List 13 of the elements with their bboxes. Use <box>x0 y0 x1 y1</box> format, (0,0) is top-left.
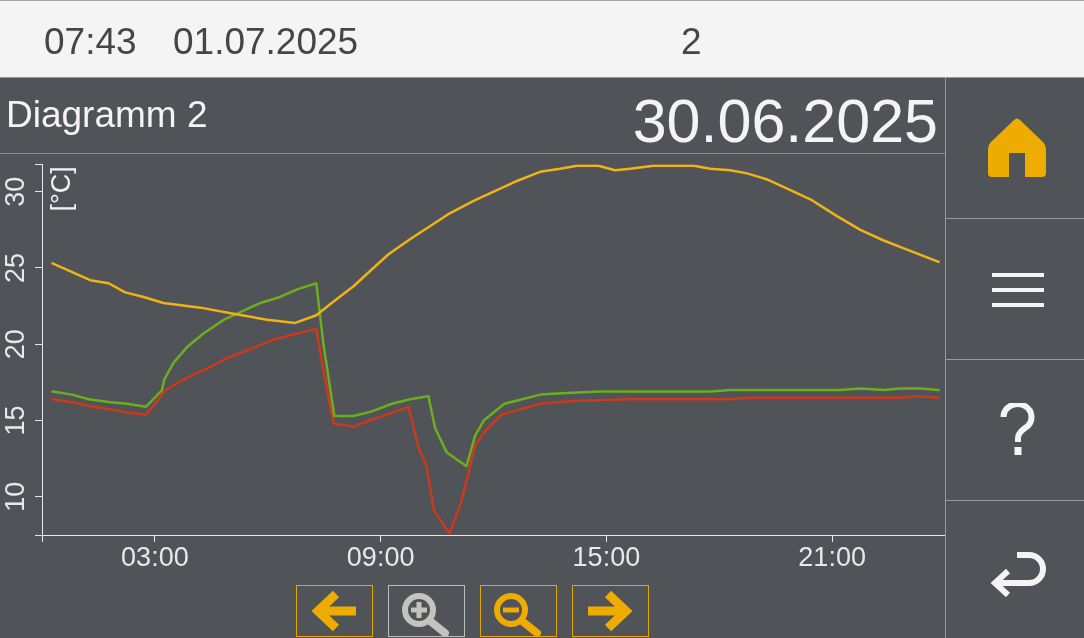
x-tick-label: 09:00 <box>346 541 415 572</box>
y-axis-title: [°C] <box>46 166 77 212</box>
y-tick-label: 15 <box>0 405 31 436</box>
chart-title: Diagramm 2 <box>6 94 208 135</box>
y-tick-label: 20 <box>0 329 31 360</box>
status-bar: 07:43 01.07.2025 2 <box>0 0 1084 78</box>
y-tick-label: 30 <box>0 176 31 207</box>
x-tick-label: 21:00 <box>798 541 866 572</box>
x-tick-label: 15:00 <box>572 541 641 572</box>
y-tick-label: 10 <box>0 481 31 512</box>
x-tick-label: 03:00 <box>121 541 189 572</box>
y-tick-label: 25 <box>0 252 31 283</box>
chart-subtitle: 30.06.2025 <box>632 87 938 155</box>
